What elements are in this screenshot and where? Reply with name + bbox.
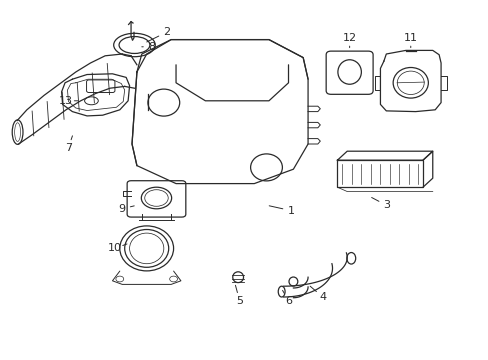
Text: 3: 3 xyxy=(382,200,389,210)
Text: 2: 2 xyxy=(163,27,169,37)
Text: 13: 13 xyxy=(59,96,73,106)
Text: 10: 10 xyxy=(108,243,122,253)
Text: 9: 9 xyxy=(119,204,125,214)
Text: 12: 12 xyxy=(342,33,356,43)
Bar xyxy=(337,160,422,187)
Text: 6: 6 xyxy=(285,296,291,306)
Text: 5: 5 xyxy=(236,296,243,306)
Text: 11: 11 xyxy=(403,33,417,43)
Text: 4: 4 xyxy=(319,292,325,302)
Text: 8: 8 xyxy=(148,42,155,52)
Text: 7: 7 xyxy=(65,143,72,153)
Text: 1: 1 xyxy=(287,206,294,216)
